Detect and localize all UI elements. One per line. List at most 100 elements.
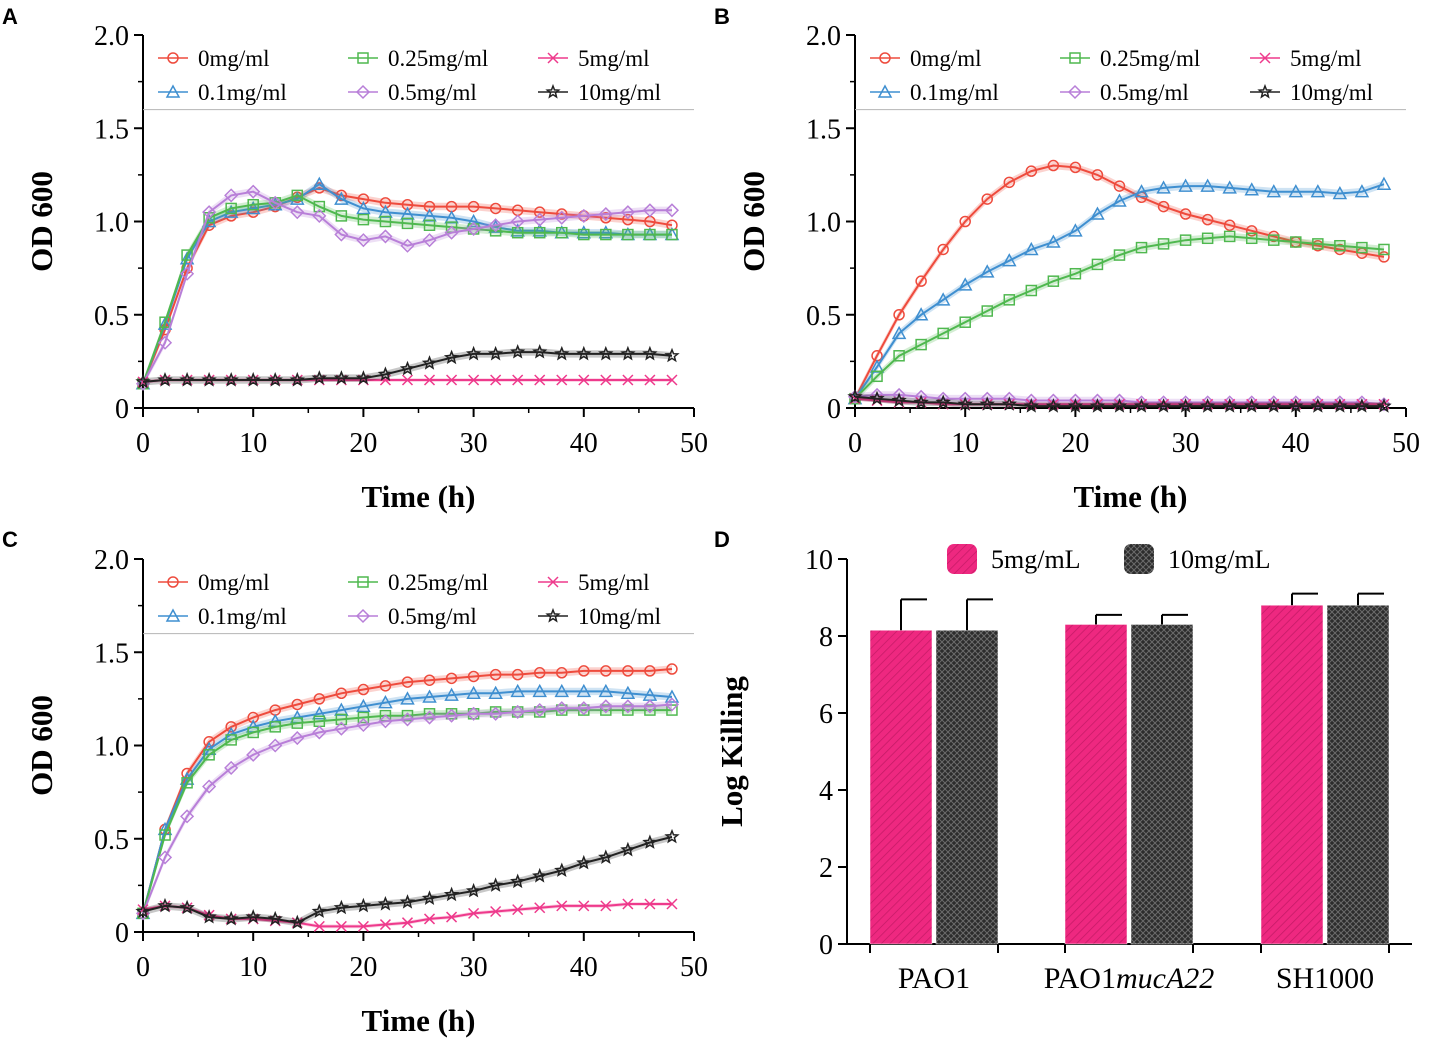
data-point (488, 685, 503, 700)
x-tick-label: 50 (1392, 428, 1420, 459)
data-point (446, 911, 458, 923)
legend-item: 0.1mg/ml (158, 80, 287, 105)
data-point (1356, 241, 1368, 254)
data-point (1133, 398, 1150, 413)
data-point (159, 316, 171, 328)
data-point (487, 345, 504, 361)
legend-item: 10mg/mL (1124, 544, 1271, 574)
data-point (1089, 398, 1106, 413)
data-point (1354, 184, 1370, 198)
series-0.5mg/ml (135, 697, 680, 921)
data-point (335, 210, 348, 222)
data-point (313, 693, 326, 705)
data-point (600, 374, 612, 386)
y-axis-title: Log Killing (714, 676, 749, 827)
x-tick-label: 10 (951, 428, 979, 459)
y-axis-title: OD 600 (24, 171, 59, 272)
y-tick-label: 2 (819, 853, 833, 884)
data-point (532, 867, 548, 883)
data-point (666, 898, 678, 910)
legend-label: 10mg/ml (578, 604, 661, 629)
data-point (622, 704, 634, 716)
data-point (1290, 236, 1302, 248)
data-point (1378, 243, 1390, 256)
data-point (1047, 275, 1060, 287)
data-point (1222, 180, 1237, 194)
x-tick-label: 20 (349, 428, 377, 459)
data-point (356, 233, 371, 248)
data-point (1332, 398, 1348, 413)
series-line (142, 835, 673, 924)
data-point (532, 223, 547, 237)
data-point (576, 701, 591, 716)
data-point (957, 396, 973, 411)
legend-item: 10mg/ml (538, 604, 661, 629)
panel-c-line-chart: 0 0.5 1.0 1.5 2.0 0 10 20 30 40 50 Time (h) OD 600 0m… (24, 545, 708, 1038)
data-point (1113, 249, 1126, 261)
series-line (854, 395, 1384, 408)
data-point (334, 227, 349, 242)
data-point (201, 371, 217, 387)
data-point (312, 208, 327, 223)
legend-marker (1259, 52, 1271, 64)
x-tick-label: 10 (239, 428, 267, 459)
data-point (893, 309, 905, 321)
legend-marker (1069, 52, 1081, 64)
data-point (598, 683, 614, 698)
legend-label: 5mg/ml (1290, 46, 1362, 71)
data-point (620, 699, 635, 714)
data-point (600, 228, 612, 241)
data-point (1376, 397, 1392, 412)
data-point (1223, 219, 1236, 231)
data-point (891, 325, 907, 340)
panel-a-line-chart: 0 0.5 1.0 1.5 2.0 0 10 20 30 40 50 Time (h) OD 600 0m… (24, 21, 708, 514)
y-tick-label: 8 (819, 622, 833, 653)
legend-label: 0mg/ml (910, 46, 982, 71)
data-point (1199, 398, 1216, 413)
data-point (1047, 159, 1060, 172)
legend-label: 0mg/ml (198, 46, 270, 71)
data-point (443, 349, 460, 365)
data-point (179, 251, 195, 265)
data-point (576, 345, 592, 361)
data-point (488, 218, 503, 233)
data-point (1024, 241, 1039, 256)
y-tick-label: 10 (805, 545, 833, 576)
data-point (1201, 232, 1214, 245)
legend-label: 10mg/ml (1290, 80, 1373, 105)
data-point (357, 213, 370, 226)
data-point (554, 862, 570, 877)
data-point (356, 698, 371, 713)
data-point (312, 176, 327, 190)
data-point (1310, 398, 1326, 413)
data-point (179, 899, 195, 915)
data-point (1069, 161, 1082, 174)
legend-label: 0mg/ml (198, 570, 270, 595)
data-point (642, 345, 658, 361)
data-point (981, 305, 993, 317)
data-point (576, 225, 592, 239)
data-point (290, 730, 305, 746)
x-category-label: PAO1 (898, 962, 970, 995)
x-tick-label: 30 (460, 952, 488, 983)
y-tick-label: 0 (115, 918, 129, 949)
data-point (1001, 396, 1017, 411)
series-line (142, 703, 673, 914)
data-point (532, 344, 548, 359)
legend-item: 0mg/ml (870, 46, 982, 71)
legend-item: 5mg/ml (538, 46, 650, 71)
data-point (313, 920, 325, 932)
legend-marker (545, 83, 561, 99)
data-point (1003, 294, 1016, 306)
series-line (854, 183, 1385, 400)
legend-label: 10mg/ml (578, 80, 661, 105)
y-tick-label: 0 (819, 930, 833, 961)
data-point (378, 714, 393, 729)
data-point (422, 233, 437, 248)
data-point (937, 243, 949, 256)
data-point (664, 697, 680, 712)
data-point (423, 708, 436, 720)
data-point (533, 226, 546, 239)
data-point (1155, 398, 1172, 413)
data-point (1268, 234, 1280, 246)
